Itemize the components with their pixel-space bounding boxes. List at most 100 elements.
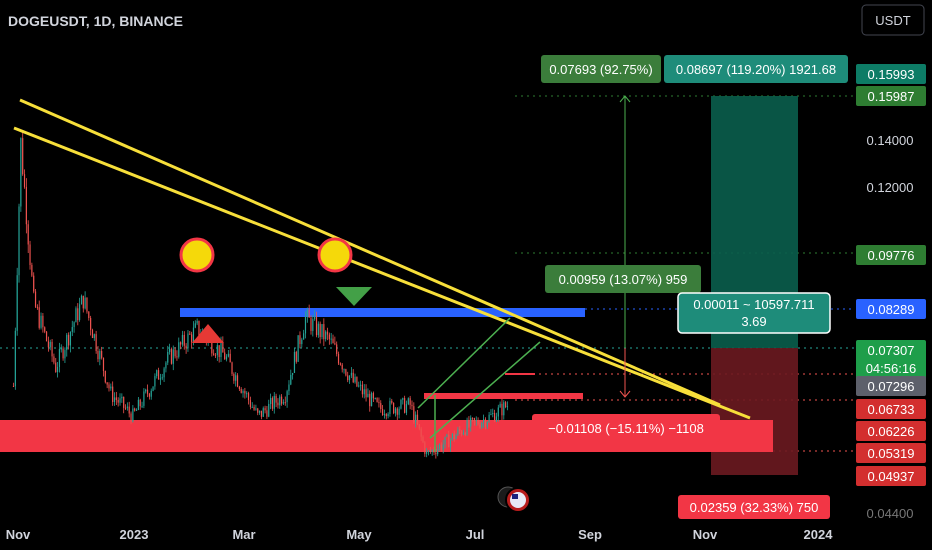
label-bottom[interactable]: 0.02359 (32.33%) 750 [678,495,830,519]
candle-body [284,402,286,404]
candle-body [42,315,44,328]
candle-body [448,434,450,448]
candle-body [16,275,18,331]
candle-body [18,206,20,276]
y-axis: 0.14000 0.12000 0.04400 [867,133,914,521]
label-top-left[interactable]: 0.07693 (92.75%) [541,55,661,83]
lower-trendline[interactable] [13,126,751,420]
candle-body [424,442,426,454]
label-top-right[interactable]: 0.08697 (119.20%) 1921.68 [664,55,848,83]
candle-body [404,398,406,413]
candle-body [91,329,94,339]
candle-body [157,370,160,380]
candle-body [187,333,189,349]
currency-button[interactable]: USDT [861,4,925,36]
candle-body [246,393,248,395]
candle-body [374,398,376,400]
candle-body [106,382,108,385]
candle-body [477,420,479,425]
candle-body [95,334,97,351]
candle-body [321,324,323,338]
x-tick-label: Mar [232,527,255,542]
candle-body [102,357,105,371]
candle-body [110,386,112,389]
candle-body [216,345,218,356]
stop-zone[interactable] [711,348,798,475]
candle-body [178,342,180,357]
support-zone[interactable] [424,393,583,399]
price-label-box [856,86,926,106]
candle-body [249,400,251,407]
x-tick-label: 2023 [120,527,149,542]
price-label-text: 0.06226 [868,424,915,439]
candle-body [56,366,59,373]
measure-down-arrow-icon [619,390,631,398]
candle-body [132,408,134,422]
candle-body [191,334,193,343]
candle-body [297,335,299,362]
price-label-box [856,245,926,265]
candle-body [47,341,49,348]
candle-body [99,351,101,360]
label-loss[interactable]: −0.01108 (−15.11%) −1108 [532,414,720,442]
top-marker-1-icon[interactable] [179,237,215,273]
candle-body [77,308,79,321]
channel-upper-line[interactable] [417,317,511,409]
candle-body [426,451,428,454]
candle-body [361,384,364,395]
candle-body [492,413,494,415]
resistance-zone[interactable] [180,308,585,317]
candle-body [367,393,369,398]
candle-body [299,335,301,345]
candle-body [231,362,233,374]
red-up-triangle-icon[interactable] [192,324,224,343]
top-marker-2-icon[interactable] [317,237,353,273]
candle-body [486,421,488,427]
candle-body [229,353,231,363]
candle-body [488,414,490,422]
candle-body [170,348,173,364]
candle-body [90,317,92,330]
candle-body [389,400,391,414]
measure-tooltip[interactable]: 0.00011 ~ 10597.711 3.69 [677,292,831,334]
candle-body [453,433,455,440]
candle-body [260,410,263,417]
candle-body [356,376,358,387]
upper-trendline[interactable] [19,98,721,407]
green-down-triangle-icon[interactable] [336,287,372,306]
candle-body [264,408,266,411]
x-tick-label: Sep [578,527,602,542]
candle-body [350,372,352,376]
label-loss-text: −0.01108 (−15.11%) −1108 [548,421,704,436]
candle-body [506,406,509,408]
candle-body [319,323,321,338]
label-mid[interactable]: 0.00959 (13.07%) 959 [545,265,701,293]
channel-lower-line[interactable] [429,341,541,439]
candle-body [470,417,472,427]
candle-body [66,334,68,351]
economic-events-icon[interactable] [497,486,531,513]
price-label-text: 0.07307 [868,343,915,358]
candle-body [268,403,270,417]
candle-body [431,449,433,452]
price-label-box [856,443,926,463]
candle-body [449,439,452,448]
candle-body [341,364,343,370]
candle-body [255,408,257,410]
x-tick-label: Jul [466,527,485,542]
candle-body [396,408,398,415]
candle-body [58,348,61,367]
candle-body [121,396,123,399]
candle-body [128,406,130,414]
candle-body [429,450,431,452]
candle-body [376,398,378,402]
candle-body [490,414,492,416]
candle-body [167,351,169,363]
candle-body [387,413,389,417]
candle-body [220,342,222,357]
candle-body [196,320,198,324]
candle-body [435,452,437,455]
candle-body [484,419,487,427]
candle-body [275,395,277,403]
